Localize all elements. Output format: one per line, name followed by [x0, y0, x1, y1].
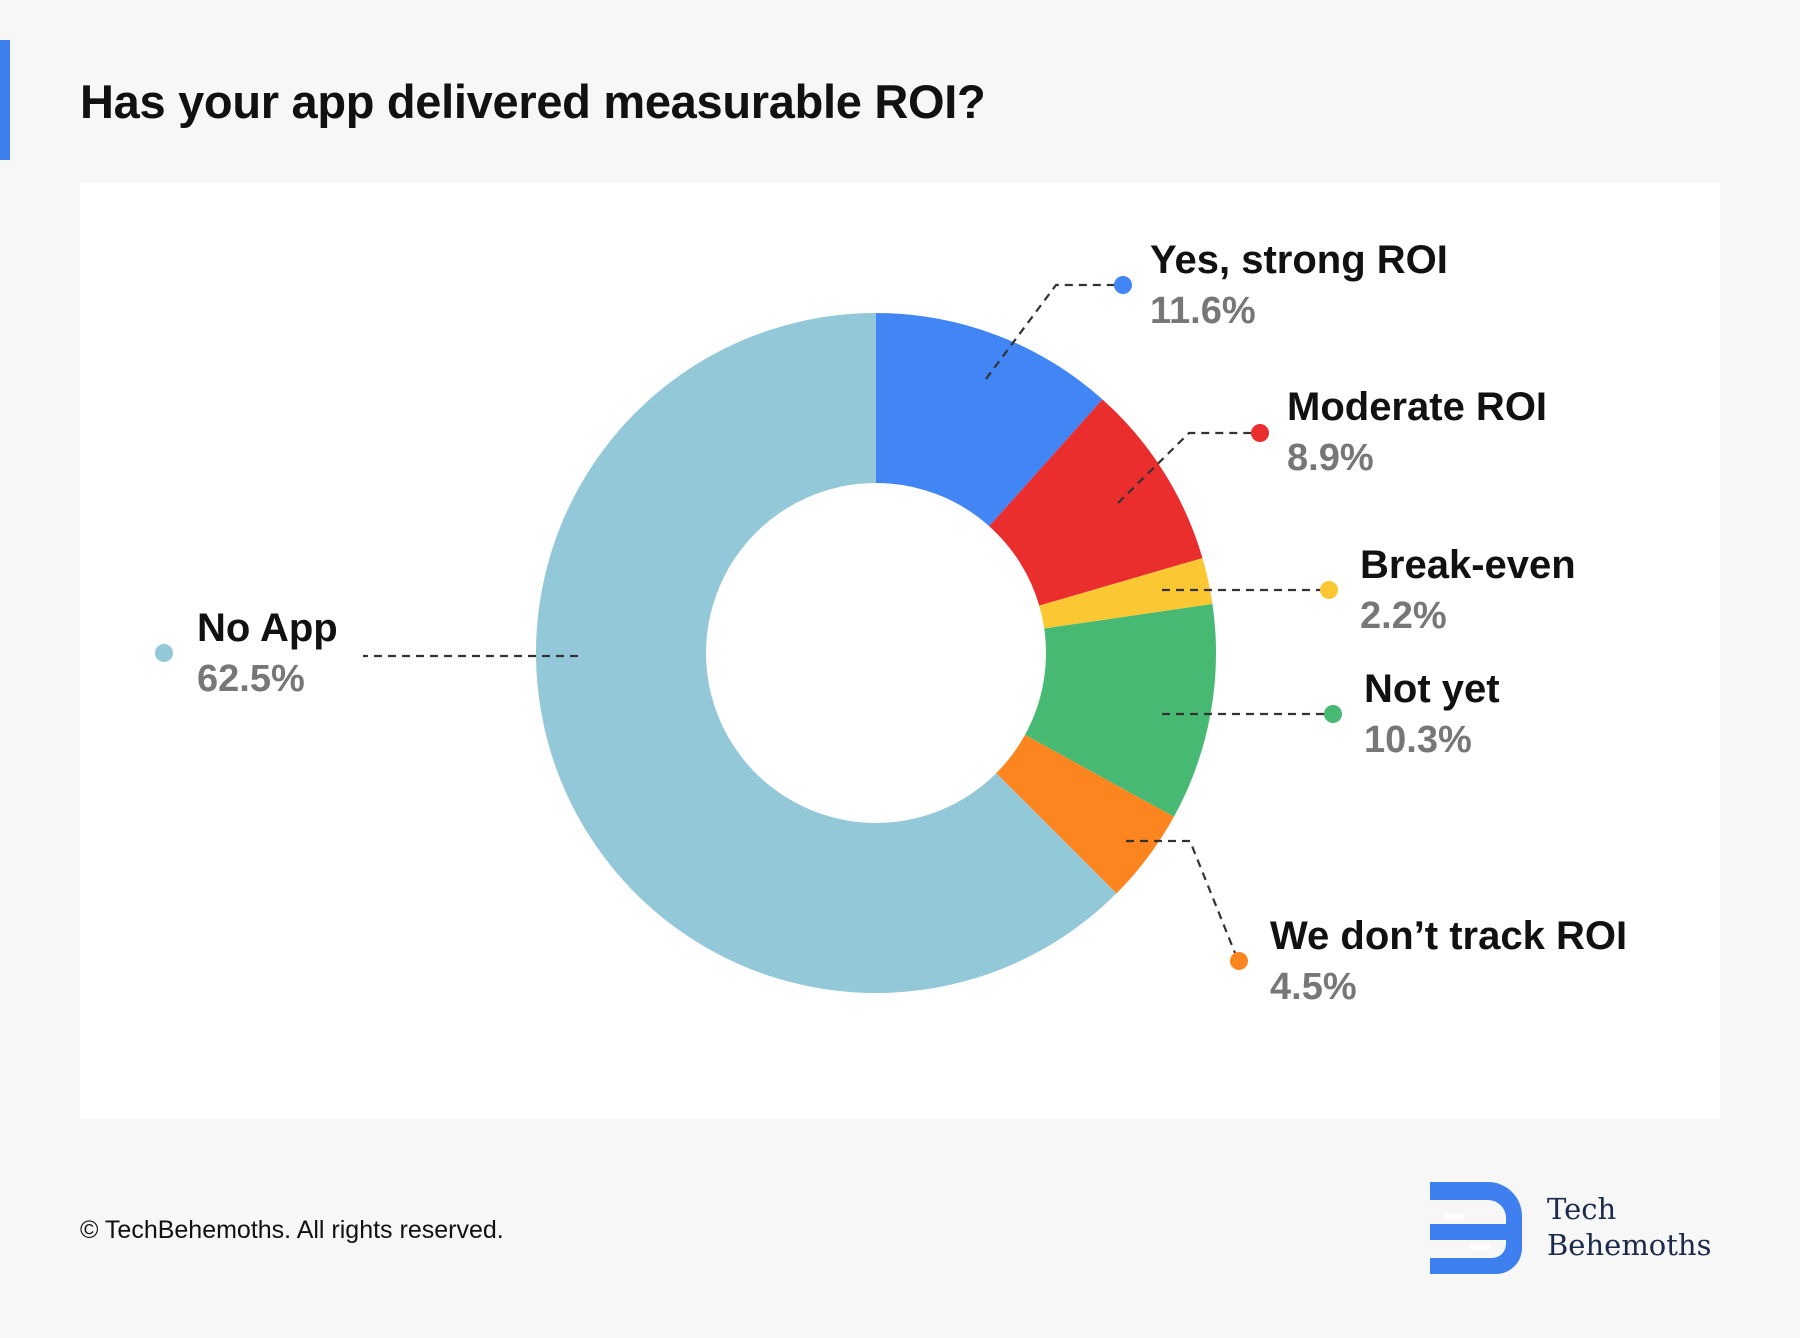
slice-value-break-even: 2.2%: [1360, 595, 1447, 637]
leader-line-yes-strong-roi: [985, 283, 1123, 380]
slice-label-we-don-t-track-roi: We don’t track ROI: [1270, 914, 1627, 958]
slice-label-not-yet: Not yet: [1364, 667, 1500, 711]
slice-value-not-yet: 10.3%: [1364, 719, 1472, 761]
page-title: Has your app delivered measurable ROI?: [80, 75, 986, 128]
slice-not-yet: [1024, 604, 1216, 817]
slice-value-no-app: 62.5%: [197, 658, 305, 700]
legend-dot-no-app: [155, 644, 173, 662]
legend-dot-yes-strong-roi: [1114, 276, 1132, 294]
slice-moderate-roi: [989, 399, 1203, 606]
donut-chart: Yes, strong ROI 11.6% Moderate ROI 8.9% Brea…: [155, 238, 1627, 1008]
logo-line-1: Tech: [1547, 1192, 1617, 1226]
slice-label-no-app: No App: [197, 606, 338, 650]
accent-bar: [0, 40, 10, 160]
slice-value-moderate-roi: 8.9%: [1287, 437, 1374, 479]
legend-dot-not-yet: [1324, 705, 1342, 723]
legend-dot-moderate-roi: [1251, 424, 1269, 442]
legend-dot-we-don-t-track-roi: [1230, 952, 1248, 970]
slice-break-even: [1039, 558, 1213, 629]
leader-line-we-don-t-track-roi: [1126, 839, 1237, 954]
chart-panel: Yes, strong ROI 11.6% Moderate ROI 8.9% Brea…: [80, 183, 1720, 1119]
copyright-text: © TechBehemoths. All rights reserved.: [80, 1216, 504, 1244]
slice-label-moderate-roi: Moderate ROI: [1287, 385, 1547, 429]
slice-label-yes-strong-roi: Yes, strong ROI: [1150, 238, 1448, 282]
slice-value-we-don-t-track-roi: 4.5%: [1270, 966, 1357, 1008]
logo-wordmark: Tech Behemoths: [1547, 1191, 1711, 1263]
leader-line-moderate-roi: [1117, 431, 1260, 504]
slice-yes-strong-roi: [876, 313, 1103, 527]
slice-label-break-even: Break-even: [1360, 543, 1576, 587]
slice-value-yes-strong-roi: 11.6%: [1150, 290, 1256, 332]
logo-line-2: Behemoths: [1547, 1228, 1712, 1262]
legend-dot-break-even: [1320, 581, 1338, 599]
slice-we-don-t-track-roi: [996, 734, 1174, 894]
logo-mark-icon: [1430, 1182, 1522, 1274]
slice-no-app: [536, 313, 1117, 994]
techbehemoths-logo[interactable]: Tech Behemoths: [1430, 1178, 1720, 1278]
